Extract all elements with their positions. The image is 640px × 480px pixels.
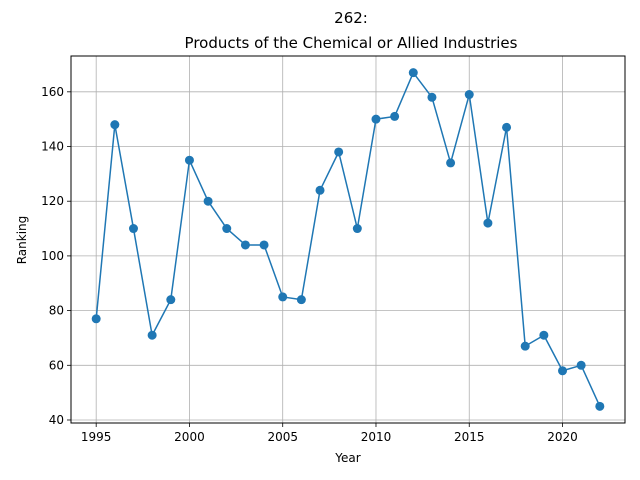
x-tick-label: 2015: [454, 430, 485, 444]
plot-frame: [70, 55, 626, 424]
chart-title-line-1: 262:: [334, 9, 368, 27]
data-point: [408, 68, 418, 78]
y-tick-label: 40: [49, 413, 64, 427]
x-tick-label: 2000: [174, 430, 205, 444]
data-point: [576, 360, 586, 370]
data-point: [296, 295, 306, 305]
data-point: [427, 92, 437, 102]
data-point: [166, 295, 176, 305]
x-tick-label: 2020: [547, 430, 578, 444]
data-point: [464, 90, 474, 100]
data-point: [352, 224, 362, 234]
series-layer: [91, 68, 605, 411]
data-point: [558, 366, 568, 376]
y-axis-label: Ranking: [15, 216, 29, 265]
y-tick-label: 120: [41, 194, 64, 208]
data-point: [371, 114, 381, 124]
x-tick-label: 2010: [361, 430, 392, 444]
data-point: [91, 314, 101, 324]
series-line: [95, 71, 601, 407]
data-point: [334, 147, 344, 157]
y-tick-label: 140: [41, 140, 64, 154]
data-point: [278, 292, 288, 302]
data-point: [184, 155, 194, 165]
data-point: [520, 341, 530, 351]
y-tick-label: 100: [41, 249, 64, 263]
data-point: [315, 185, 325, 195]
data-point: [595, 401, 605, 411]
data-point: [446, 158, 456, 168]
data-point: [539, 330, 549, 340]
axis-ticks: 1995 2000 2005 2010 2015 2020 40 60 80 100 120 140 1…: [41, 85, 578, 444]
grid-lines: [71, 56, 625, 423]
data-point: [502, 122, 512, 132]
y-tick-label: 60: [49, 358, 64, 372]
chart-title-line-2: Products of the Chemical or Allied Indus…: [185, 34, 518, 52]
x-axis-label: Year: [334, 451, 360, 465]
data-point: [110, 120, 120, 130]
data-point: [483, 218, 493, 228]
x-tick-label: 1995: [81, 430, 112, 444]
data-point: [222, 224, 232, 234]
data-point: [240, 240, 250, 250]
data-point: [147, 330, 157, 340]
y-tick-label: 160: [41, 85, 64, 99]
y-tick-label: 80: [49, 304, 64, 318]
data-point: [203, 196, 213, 206]
x-tick-label: 2005: [267, 430, 298, 444]
data-point: [259, 240, 269, 250]
data-point: [390, 111, 400, 121]
data-point: [128, 224, 138, 234]
